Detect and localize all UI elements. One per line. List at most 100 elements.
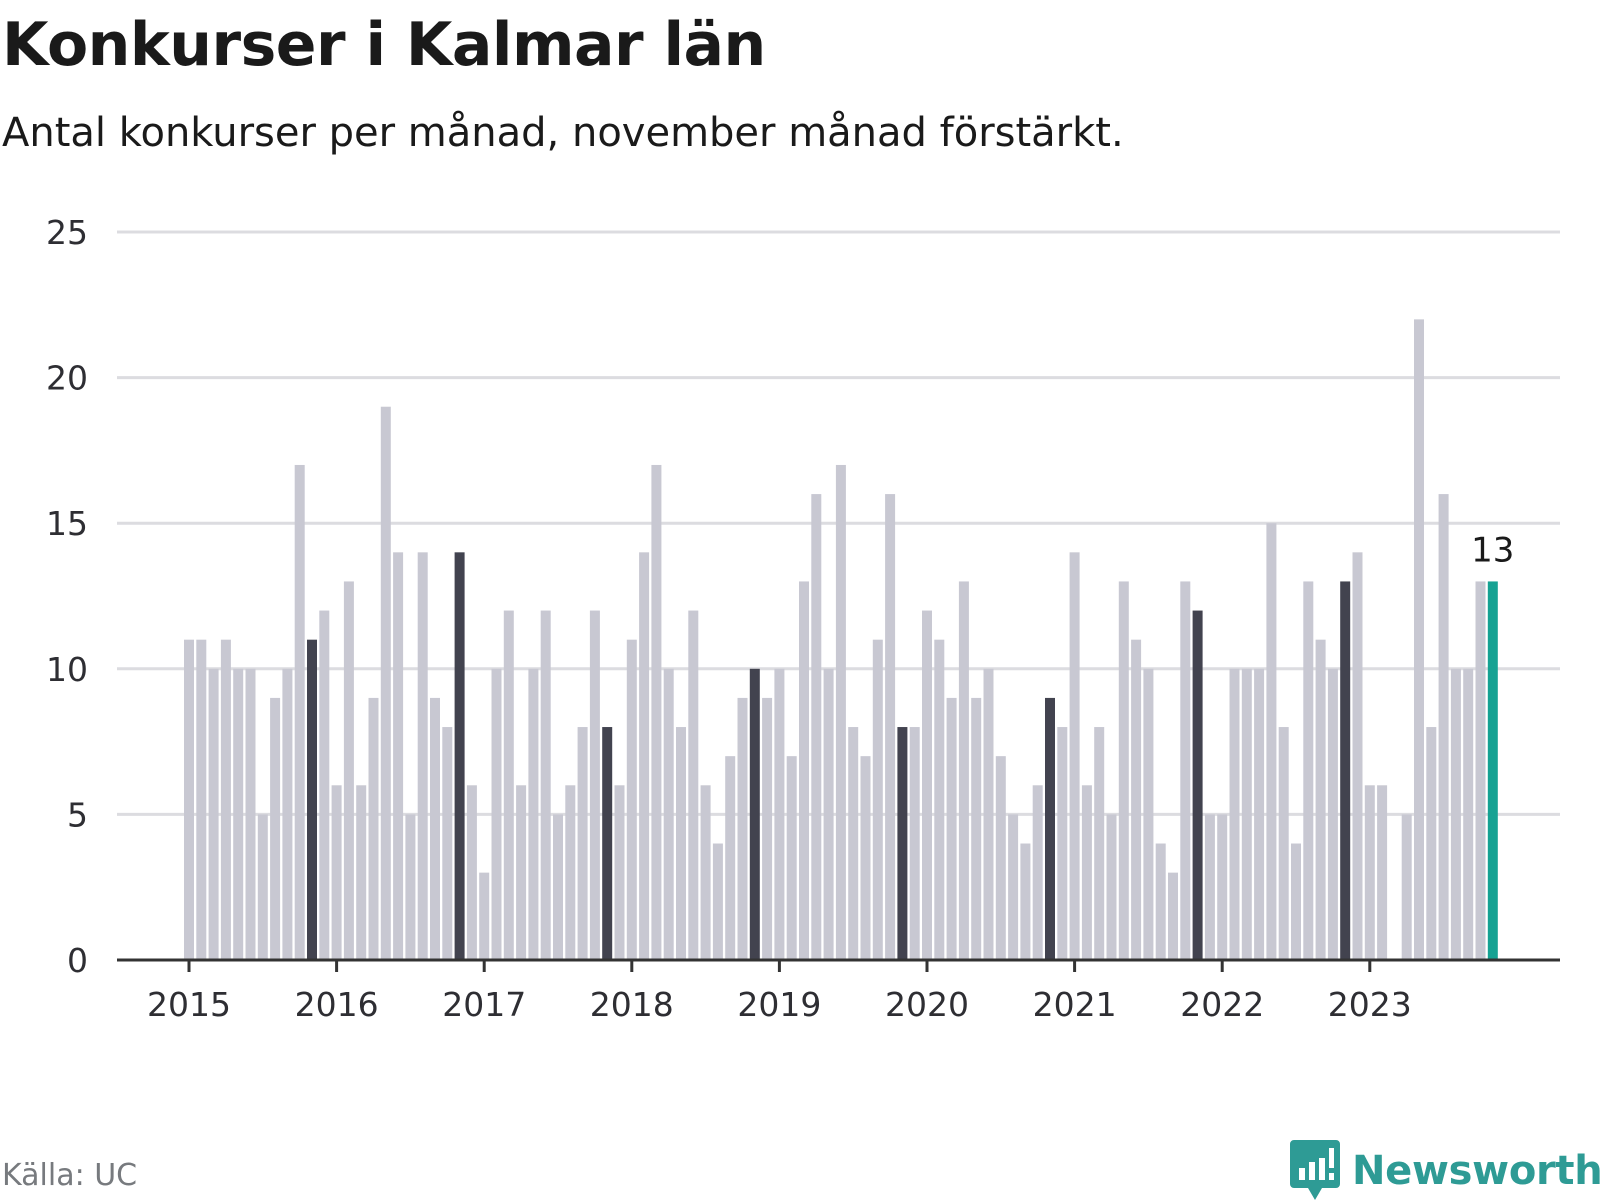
bar [1487,581,1498,960]
bar [1315,639,1326,960]
bar [343,581,354,960]
bar [565,785,576,960]
bar [368,697,379,960]
y-axis-ticks: 0 5 10 15 20 25 [46,213,88,980]
bar [1131,639,1142,960]
bar [1266,523,1277,960]
x-tick-label: 2023 [1328,985,1412,1024]
bar [208,668,219,960]
y-tick-label: 25 [46,213,88,252]
brand-name: Newsworthy [1352,1148,1600,1194]
bar [995,756,1006,960]
chart-title: Konkurser i Kalmar län [2,10,766,80]
bar [1377,785,1388,960]
data-labels: 13 [1471,530,1514,570]
bar [1340,581,1351,960]
bar [1094,727,1105,960]
bar [1364,785,1375,960]
bar [676,727,686,960]
bar [245,668,256,960]
bar [872,639,883,960]
bar [540,610,551,960]
bar [922,610,932,960]
bar [1475,581,1486,960]
bar [1217,814,1228,960]
y-tick-label: 0 [67,941,88,980]
chart-subtitle: Antal konkurser per månad, november måna… [2,110,1124,156]
bar [934,639,945,960]
bars [184,319,1498,961]
bar [1168,872,1178,960]
y-tick-label: 15 [46,504,88,543]
bar [454,552,465,960]
y-tick-label: 5 [67,795,88,834]
bar [1254,668,1265,960]
x-axis-ticks: 2015 2016 2017 2018 2019 2020 2021 2022 2023 [147,960,1412,1024]
bar [319,610,330,960]
bar [1303,581,1314,960]
bar [491,668,502,960]
bar [1180,581,1191,960]
bar [1057,727,1068,960]
bar [1438,494,1449,960]
bar [1414,319,1424,960]
bar [1241,668,1252,960]
bar [282,668,293,960]
bar [442,727,453,960]
bar [762,697,773,960]
bar [712,843,723,960]
bar [1192,610,1203,960]
bar [848,727,859,960]
bar [663,668,674,960]
x-tick-label: 2020 [885,985,969,1024]
bar [1118,581,1129,960]
bar [958,581,969,960]
bar [1143,668,1154,960]
bar [1106,814,1117,960]
bar [1327,668,1338,960]
bar [553,814,563,960]
bar [885,494,896,960]
bar [417,552,428,960]
x-tick-label: 2021 [1033,985,1117,1024]
bar [356,785,367,960]
bar [614,785,625,960]
bar [835,464,846,960]
bar [983,668,994,960]
bar [1069,552,1080,960]
bar [294,464,305,960]
bar [786,756,797,960]
bar [184,639,194,960]
bar [639,552,650,960]
bar [860,756,871,960]
x-tick-label: 2019 [737,985,821,1024]
bar [626,639,637,960]
bar [1081,785,1092,960]
bar [307,639,317,960]
x-tick-label: 2016 [295,985,379,1024]
bar [799,581,809,960]
bar [1352,552,1363,960]
bar [1032,785,1043,960]
bar [946,697,957,960]
x-tick-label: 2017 [442,985,526,1024]
bar [1020,843,1031,960]
x-tick-label: 2022 [1180,985,1264,1024]
newsworthy-logo: Newsworthy [1290,1140,1600,1202]
bar [196,639,207,960]
bar [725,756,736,960]
bar [466,785,477,960]
bar [503,610,514,960]
bar [971,697,982,960]
x-tick-label: 2018 [590,985,674,1024]
bar [393,552,404,960]
bar [811,494,822,960]
bar [430,697,440,960]
bar [1155,843,1166,960]
bar [331,785,342,960]
source-note: Källa: UC [2,1158,138,1193]
bar [688,610,699,960]
bar [528,668,539,960]
bar [749,668,760,960]
x-tick-label: 2015 [147,985,231,1024]
